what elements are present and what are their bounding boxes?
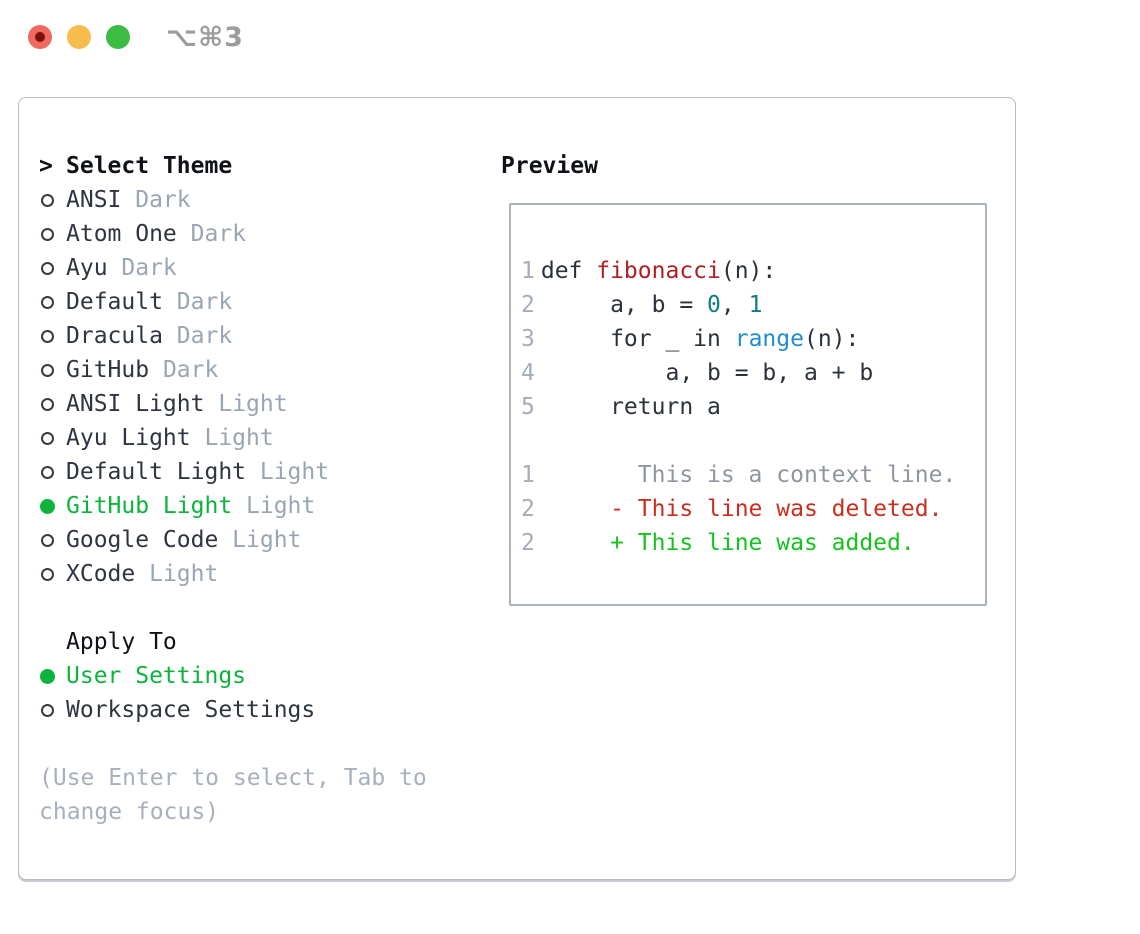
line-number: 2: [521, 496, 535, 522]
option-label: Default Light: [66, 459, 247, 485]
code-line: 5 return a: [521, 390, 985, 424]
line-number: 1: [521, 462, 535, 488]
option-label: XCode: [66, 561, 136, 587]
theme-option-ansi[interactable]: ANSI Dark: [39, 183, 489, 217]
apply-to-list: User Settings Workspace Settings: [39, 659, 489, 727]
line-number: 1: [521, 258, 535, 284]
theme-option-github[interactable]: GitHub Dark: [39, 353, 489, 387]
line-number: 3: [521, 326, 535, 352]
apply-to-header: Apply To: [39, 625, 489, 659]
titlebar: ⌥⌘3: [0, 0, 1140, 97]
option-variant: Light: [259, 459, 330, 485]
option-label: Dracula: [66, 323, 163, 349]
added-line: 2 + This line was added.: [521, 526, 985, 560]
option-variant: Dark: [135, 187, 191, 213]
apply-option-user-settings[interactable]: User Settings: [39, 659, 489, 693]
theme-option-ayu-light[interactable]: Ayu Light Light: [39, 421, 489, 455]
radio-unselected-icon: [41, 295, 54, 309]
radio-unselected-icon: [41, 431, 54, 445]
option-variant: Dark: [162, 357, 219, 383]
close-button[interactable]: [28, 25, 52, 49]
hint-text-line-1: (Use Enter to select, Tab to: [39, 765, 427, 791]
radio-selected-icon: [40, 498, 55, 514]
option-label: Atom One: [66, 221, 177, 247]
option-label: User Settings: [66, 663, 247, 689]
option-label: Default: [66, 289, 163, 315]
line-number: 4: [521, 360, 535, 386]
radio-unselected-icon: [41, 465, 54, 479]
theme-option-xcode[interactable]: XCode Light: [39, 557, 489, 591]
radio-unselected-icon: [41, 703, 54, 717]
code-line: 2 a, b = 0, 1: [521, 288, 985, 322]
radio-unselected-icon: [41, 533, 54, 547]
select-theme-header: > Select Theme: [39, 149, 489, 183]
theme-option-github-light[interactable]: GitHub Light Light: [39, 489, 489, 523]
spacer: [39, 591, 489, 625]
select-theme-title: Select Theme: [66, 153, 233, 179]
prompt-caret: >: [39, 153, 53, 179]
spacer: [39, 727, 489, 761]
minimize-button[interactable]: [67, 25, 91, 49]
option-variant: Dark: [121, 255, 177, 281]
code-line: 1 def fibonacci(n):: [521, 254, 985, 288]
option-label: ANSI: [66, 187, 122, 213]
option-label: GitHub: [66, 357, 150, 383]
code-line: 4 a, b = b, a + b: [521, 356, 985, 390]
option-label: Ayu Light: [66, 425, 191, 451]
line-number: 5: [521, 394, 535, 420]
radio-unselected-icon: [41, 329, 54, 343]
option-variant: Dark: [190, 221, 247, 247]
theme-option-dracula[interactable]: Dracula Dark: [39, 319, 489, 353]
theme-option-google-code[interactable]: Google Code Light: [39, 523, 489, 557]
option-variant: Light: [246, 493, 316, 519]
radio-unselected-icon: [41, 261, 54, 275]
radio-unselected-icon: [41, 363, 54, 377]
radio-selected-icon: [40, 668, 55, 684]
hint-text-line-2: change focus): [39, 799, 220, 825]
context-line: 1 This is a context line.: [521, 458, 985, 492]
blank-line: [521, 424, 985, 458]
option-label: Ayu: [66, 255, 108, 281]
maximize-button[interactable]: [106, 25, 130, 49]
preview-header: Preview: [501, 153, 598, 179]
theme-option-ayu[interactable]: Ayu Dark: [39, 251, 489, 285]
radio-unselected-icon: [41, 397, 54, 411]
option-label: Workspace Settings: [66, 697, 316, 723]
option-variant: Light: [204, 425, 274, 451]
option-variant: Light: [149, 561, 219, 587]
code-line: 3 for _ in range(n):: [521, 322, 985, 356]
option-label: GitHub Light: [66, 493, 233, 519]
option-label: Google Code: [66, 527, 219, 553]
theme-option-atom-one[interactable]: Atom One Dark: [39, 217, 489, 251]
apply-to-title: Apply To: [66, 629, 177, 655]
radio-unselected-icon: [41, 227, 54, 241]
theme-picker-panel: > Select Theme ANSI Dark Atom One Dark Ayu Da…: [18, 97, 1016, 880]
window-shortcut-label: ⌥⌘3: [166, 22, 244, 53]
option-label: ANSI Light: [66, 391, 205, 417]
option-variant: Dark: [176, 289, 233, 315]
option-variant: Light: [232, 527, 302, 553]
radio-unselected-icon: [41, 567, 54, 581]
close-dot-icon: [35, 32, 45, 42]
theme-option-ansi-light[interactable]: ANSI Light Light: [39, 387, 489, 421]
deleted-line: 2 - This line was deleted.: [521, 492, 985, 526]
option-variant: Light: [218, 391, 288, 417]
line-number: 2: [521, 292, 535, 318]
theme-option-default-light[interactable]: Default Light Light: [39, 455, 489, 489]
theme-list-column: > Select Theme ANSI Dark Atom One Dark Ayu Da…: [39, 149, 489, 829]
option-variant: Dark: [176, 323, 233, 349]
radio-unselected-icon: [41, 193, 54, 207]
apply-option-workspace-settings[interactable]: Workspace Settings: [39, 693, 489, 727]
theme-list: ANSI Dark Atom One Dark Ayu Dark Default Dark Dr…: [39, 183, 489, 591]
line-number: 2: [521, 530, 535, 556]
theme-option-default[interactable]: Default Dark: [39, 285, 489, 319]
